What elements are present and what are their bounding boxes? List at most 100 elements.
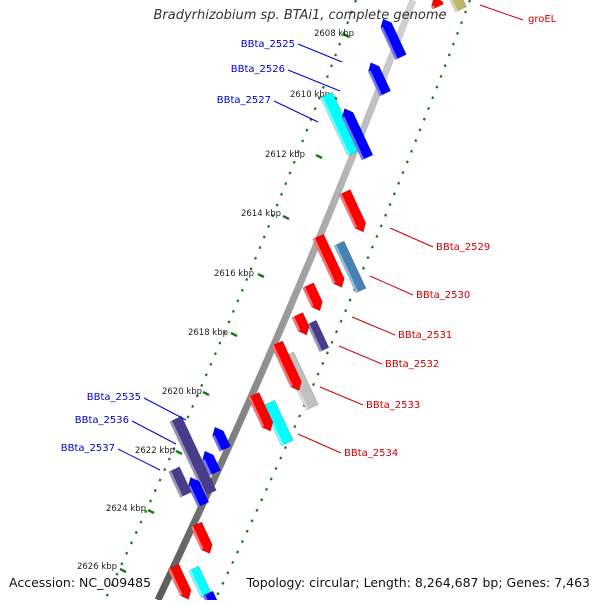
scale-tick-marks: 2608 kbp 2610 kbp 2612 kbp 2614 kbp 2616 kbp…	[77, 0, 472, 601]
gene-unlabeled-c-highlight	[291, 316, 301, 332]
leader-bbta-2529	[389, 227, 434, 248]
leader-bbta-2536	[131, 420, 177, 445]
gene-unlabeled-f-highlight	[167, 568, 183, 596]
gene-unlabeled-g-highlight	[188, 569, 204, 598]
label-groel: groEL	[528, 14, 557, 25]
leader-bbta-2527	[273, 100, 319, 123]
major-tick-5	[257, 272, 265, 279]
gene-unlabeled-j-body	[168, 466, 192, 498]
scale-tick-label: 2616 kbp	[214, 269, 254, 279]
gene-unlabeled-6	[341, 108, 374, 161]
label-leader-lines	[117, 4, 524, 471]
gene-unlabeled-i-highlight	[202, 458, 212, 476]
gene-bbta-2536-highlight	[212, 434, 222, 452]
scale-tick-label: 2626 kbp	[77, 562, 117, 572]
major-tick-1	[342, 32, 350, 39]
gene-unlabeled-a-body	[302, 282, 323, 312]
label-bbta-2530: BBta_2530	[416, 290, 470, 301]
gene-bbta-2535-body	[169, 415, 217, 497]
label-bbta-2527: BBta_2527	[217, 95, 271, 106]
gene-bbta-2529-body	[338, 189, 367, 233]
gene-bbta-2535-highlight	[169, 420, 207, 496]
leader-bbta-2535	[143, 397, 187, 421]
gene-bbta-2530	[333, 240, 367, 294]
scale-tick-label: 2624 kbp	[106, 504, 146, 514]
accession-text: Accession: NC_009485	[9, 575, 152, 590]
gene-unlabeled-g	[188, 565, 212, 599]
leader-bbta-2526	[287, 69, 341, 92]
gene-unlabeled-j	[168, 466, 192, 498]
gene-groel-body	[449, 0, 467, 13]
gene-unlabeled-2-body	[380, 18, 407, 60]
major-tick-8	[175, 449, 183, 456]
scale-tick-label: 2620 kbp	[162, 387, 202, 397]
leader-bbta-2531	[351, 316, 396, 336]
gene-unlabeled-f	[167, 563, 192, 600]
topology-text: Topology: circular; Length: 8,264,687 bp…	[246, 575, 590, 590]
label-bbta-2526: BBta_2526	[231, 64, 285, 75]
scale-tick-label: 2608 kbp	[314, 29, 354, 39]
gene-groel	[449, 0, 467, 13]
leader-bbta-2533	[319, 386, 364, 406]
gene-unlabeled-i	[202, 450, 221, 476]
gene-unlabeled-b-highlight	[271, 344, 293, 387]
scale-tick-label: 2612 kbp	[265, 150, 305, 160]
leader-bbta-2537	[117, 448, 161, 471]
gene-unlabeled-i-body	[202, 450, 221, 476]
backbone-line	[154, 0, 417, 602]
label-bbta-2537: BBta_2537	[61, 443, 115, 454]
gene-unlabeled-2-highlight	[380, 26, 398, 60]
scale-tick-label: 2618 kbp	[188, 328, 228, 338]
gene-bbta-2529	[338, 189, 367, 233]
gene-unlabeled-b-body	[271, 340, 302, 391]
gene-bbta-2532-body	[306, 319, 330, 353]
scale-tick-label: 2622 kbp	[135, 446, 175, 456]
gene-bbta-2531	[312, 233, 345, 288]
gene-unlabeled-1	[431, 0, 444, 10]
gene-features	[167, 0, 467, 605]
gene-bbta-2526-body	[368, 62, 392, 97]
gene-bbta-2535	[169, 415, 217, 497]
major-tick-10	[119, 567, 127, 574]
label-bbta-2525: BBta_2525	[241, 39, 295, 50]
major-tick-3	[315, 153, 323, 160]
gene-groel-highlight	[449, 0, 458, 12]
label-bbta-2536: BBta_2536	[75, 415, 129, 426]
gene-bbta-2532-highlight	[307, 323, 323, 352]
label-bbta-2535: BBta_2535	[87, 392, 141, 403]
gene-unlabeled-f-body	[167, 563, 192, 600]
gene-bbta-2526-highlight	[368, 70, 383, 96]
label-bbta-2534: BBta_2534	[344, 448, 398, 459]
gene-unlabeled-e-highlight	[190, 525, 204, 550]
gene-bbta-2530-body	[333, 240, 367, 294]
leader-bbta-2525	[297, 43, 343, 63]
gene-unlabeled-1-highlight	[431, 5, 435, 10]
gene-bbta-2537-highlight	[188, 485, 201, 508]
gene-bbta-2536-body	[212, 426, 231, 452]
gene-unlabeled-d-body	[247, 391, 274, 432]
scale-tick-label: 2610 kbp	[290, 90, 330, 100]
gene-bbta-2536	[212, 426, 231, 452]
gene-unlabeled-c	[291, 312, 310, 336]
gene-bbta-2530-highlight	[334, 244, 359, 293]
gene-unlabeled-6-highlight	[342, 116, 365, 161]
major-tick-7	[202, 390, 210, 397]
gene-unlabeled-e	[190, 521, 213, 554]
gene-unlabeled-b	[271, 340, 302, 391]
gene-unlabeled-2	[380, 18, 407, 60]
gene-bbta-2527-highlight	[320, 96, 350, 156]
label-bbta-2531: BBta_2531	[398, 330, 452, 341]
gene-unlabeled-e-body	[190, 521, 213, 554]
label-bbta-2533: BBta_2533	[366, 400, 420, 411]
gene-unlabeled-a-highlight	[302, 286, 314, 307]
gene-unlabeled-a	[302, 282, 323, 312]
backbone	[154, 0, 417, 602]
leader-bbta-2532	[338, 345, 383, 365]
gene-unlabeled-c-body	[291, 312, 310, 336]
gene-bbta-2534-body	[262, 399, 294, 447]
gene-bbta-2532	[306, 319, 330, 353]
gene-unlabeled-d-highlight	[248, 396, 265, 428]
label-bbta-2529: BBta_2529	[436, 242, 490, 253]
leader-groel	[479, 4, 524, 21]
